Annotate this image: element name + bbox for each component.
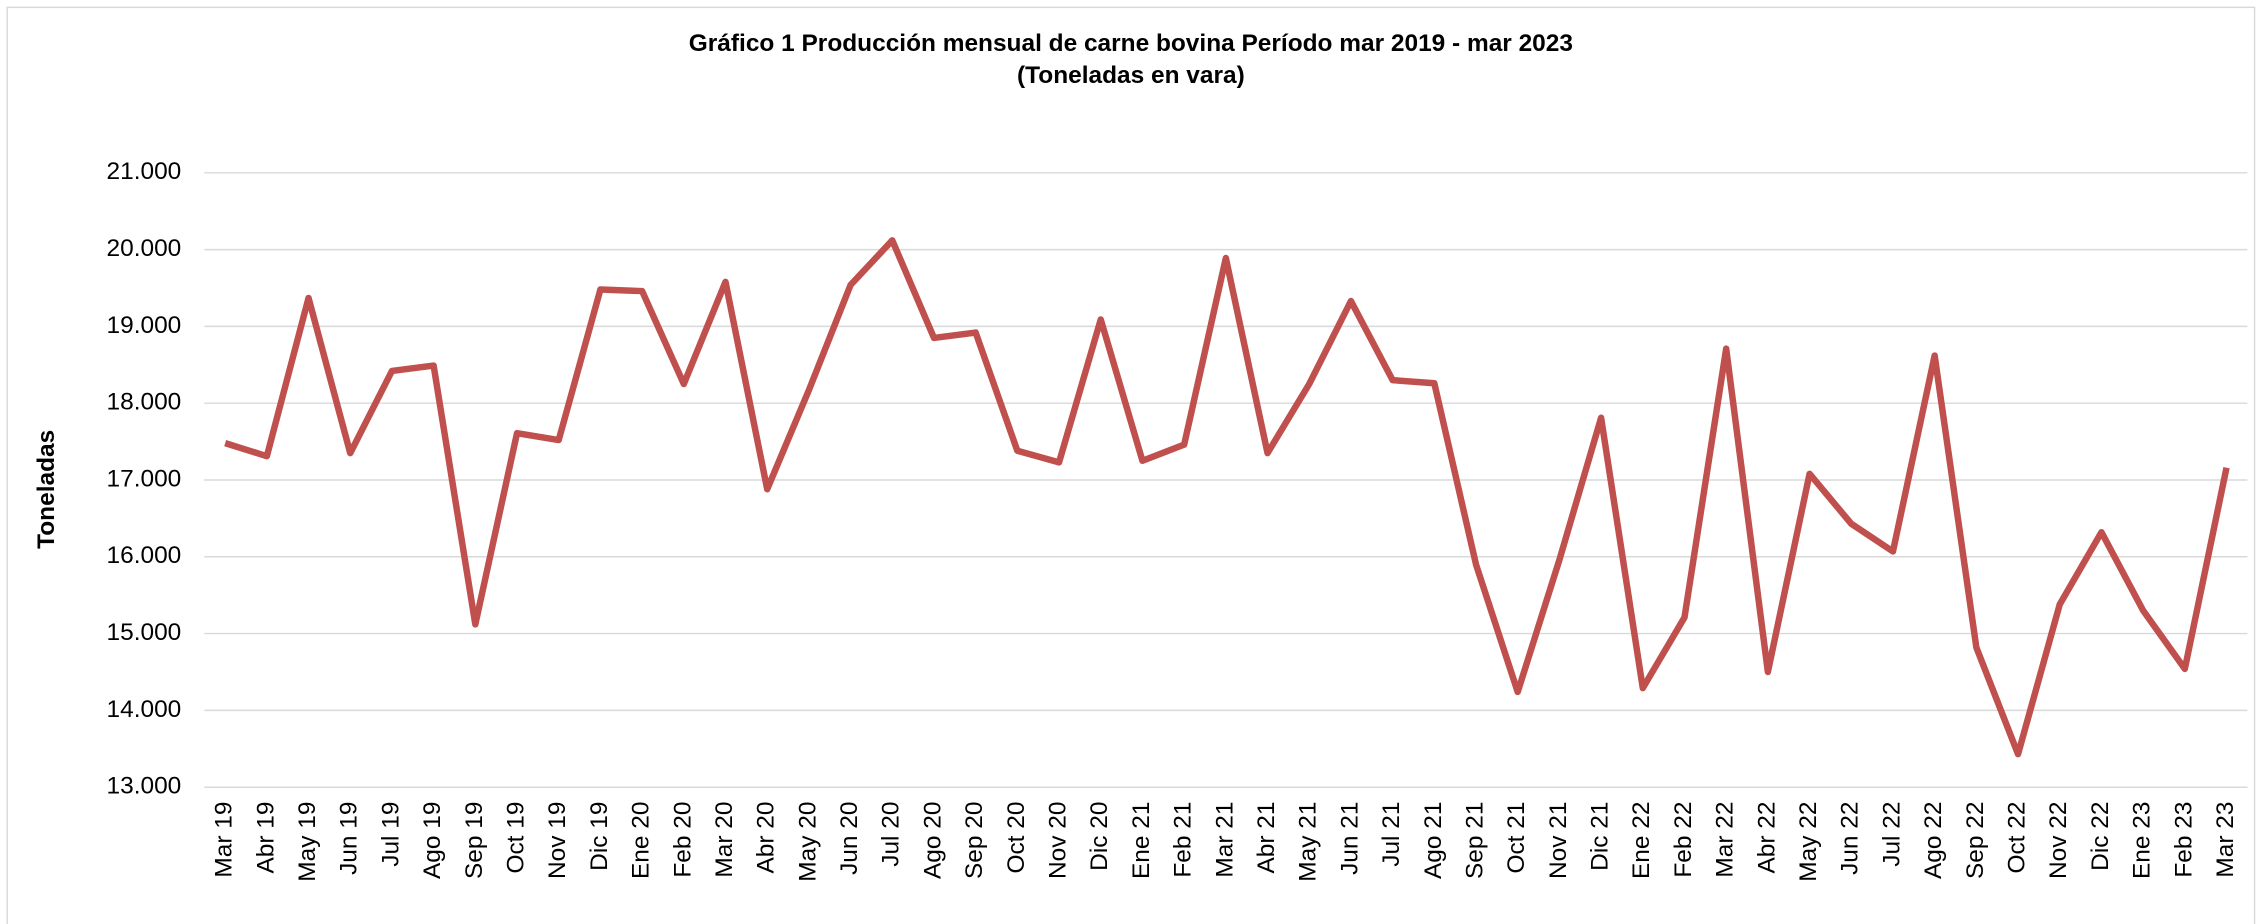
y-tick-label: 18.000 (107, 389, 182, 416)
data-line (224, 237, 2230, 758)
x-tick-label: May 21 (1295, 802, 1322, 882)
x-tick-label: Ago 22 (1920, 802, 1947, 879)
y-tick-label: 21.000 (107, 158, 182, 185)
x-tick-label: Feb 21 (1170, 802, 1197, 878)
x-tick-label: Jun 21 (1336, 802, 1363, 875)
x-tick-label: Oct 19 (502, 802, 529, 874)
y-tick-label: 19.000 (107, 312, 182, 339)
x-tick-label: Ene 21 (1128, 802, 1155, 879)
x-tick-label: Jun 19 (336, 802, 363, 875)
x-tick-label: Jul 19 (377, 802, 404, 867)
x-tick-label: Feb 20 (669, 802, 696, 878)
x-tick-label: Dic 19 (586, 802, 613, 871)
chart-title: Gráfico 1 Producción mensual de carne bo… (689, 30, 1573, 57)
x-tick-label: May 19 (294, 802, 321, 882)
chart-frame (6, 6, 2256, 924)
x-tick-label: Nov 21 (1545, 802, 1572, 879)
x-tick-label: Sep 19 (461, 802, 488, 879)
x-tick-label: Abr 20 (753, 802, 780, 874)
x-tick-label: Ago 19 (419, 802, 446, 879)
x-tick-label: Mar 23 (2212, 802, 2239, 878)
x-tick-label: Ene 23 (2129, 802, 2156, 879)
x-tick-label: Ene 22 (1628, 802, 1655, 879)
x-tick-label: Nov 22 (2045, 802, 2072, 879)
x-tick-label: Jul 21 (1378, 802, 1405, 867)
x-tick-label: Sep 21 (1461, 802, 1488, 879)
x-tick-label: Oct 22 (2003, 802, 2030, 874)
x-tick-label: Abr 21 (1253, 802, 1280, 874)
y-tick-label: 13.000 (107, 773, 182, 800)
y-tick-label: 14.000 (107, 696, 182, 723)
x-tick-label: Feb 23 (2170, 802, 2197, 878)
x-tick-label: May 22 (1795, 802, 1822, 882)
x-tick-label: Oct 20 (1003, 802, 1030, 874)
x-tick-label: Jun 22 (1837, 802, 1864, 875)
x-tick-label: Jun 20 (836, 802, 863, 875)
x-tick-label: Sep 22 (1962, 802, 1989, 879)
y-tick-label: 15.000 (107, 619, 182, 646)
chart-subtitle: (Toneladas en vara) (1017, 62, 1245, 89)
x-tick-label: Jul 20 (878, 802, 905, 867)
y-tick-label: 20.000 (107, 235, 182, 262)
y-tick-label: 17.000 (107, 465, 182, 492)
x-tick-label: Abr 22 (1753, 802, 1780, 874)
y-axis-label: Toneladas (33, 430, 60, 549)
x-tick-label: Ago 21 (1420, 802, 1447, 879)
x-tick-label: Jul 22 (1878, 802, 1905, 867)
x-tick-label: Ene 20 (628, 802, 655, 879)
x-tick-label: Mar 21 (1211, 802, 1238, 878)
x-tick-label: Abr 19 (252, 802, 279, 874)
x-tick-label: Dic 22 (2087, 802, 2114, 871)
y-tick-label: 16.000 (107, 542, 182, 569)
x-tick-label: Mar 20 (711, 802, 738, 878)
x-tick-label: Dic 21 (1587, 802, 1614, 871)
x-tick-label: Ago 20 (919, 802, 946, 879)
x-tick-label: Mar 19 (211, 802, 238, 878)
x-tick-label: May 20 (794, 802, 821, 882)
x-tick-label: Sep 20 (961, 802, 988, 879)
x-tick-label: Nov 20 (1045, 802, 1072, 879)
x-tick-label: Nov 19 (544, 802, 571, 879)
x-tick-label: Dic 20 (1086, 802, 1113, 871)
x-tick-label: Mar 22 (1712, 802, 1739, 878)
x-tick-label: Oct 21 (1503, 802, 1530, 874)
x-tick-label: Feb 22 (1670, 802, 1697, 878)
